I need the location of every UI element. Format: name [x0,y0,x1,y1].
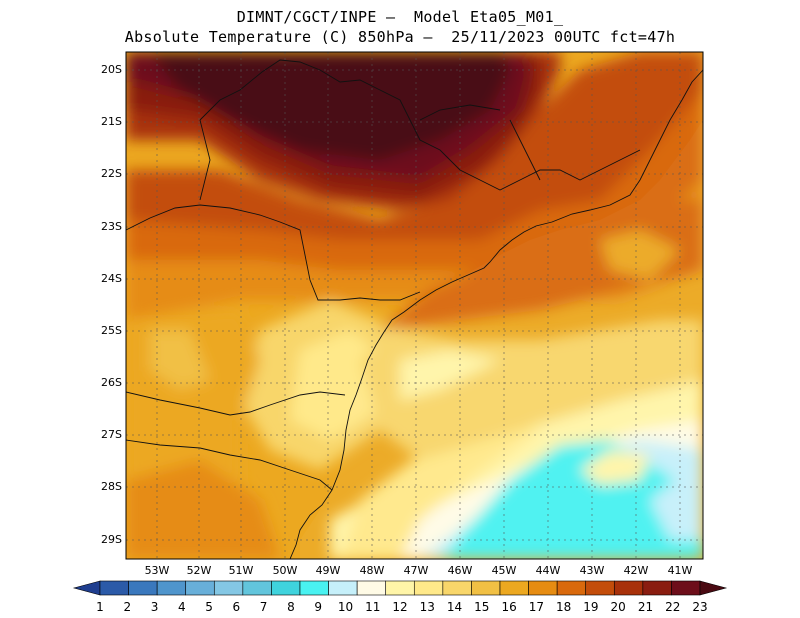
colorbar-label: 16 [501,600,517,614]
colorbar-swatch [585,580,615,596]
lat-label: 22S [101,167,122,180]
colorbar-label: 15 [474,600,490,614]
colorbar-swatch [528,580,558,596]
colorbar-label: 18 [555,600,572,614]
colorbar-swatch [413,580,444,596]
lon-label: 51W [228,564,254,577]
colorbar-arrow-high [699,580,728,596]
colorbar-label: 13 [419,600,435,614]
colorbar-label: 1 [96,600,104,614]
colorbar-swatch [185,580,215,596]
lon-label: 44W [535,564,561,577]
lat-label: 20S [101,63,122,76]
lat-label: 24S [101,272,122,285]
lon-label: 50W [272,564,298,577]
colorbar-swatch [356,580,387,596]
lon-label: 52W [186,564,212,577]
lon-label: 41W [667,564,693,577]
colorbar-swatch [99,580,129,596]
lon-label: 43W [579,564,605,577]
colorbar-label: 5 [205,600,213,614]
lon-label: 53W [144,564,170,577]
colorbar-label: 8 [287,600,295,614]
colorbar-swatch [242,580,272,596]
lon-label: 47W [403,564,429,577]
temperature-field [126,52,703,559]
lon-label: 42W [623,564,649,577]
colorbar-label: 6 [232,600,241,614]
colorbar-swatch [128,580,158,596]
colorbar-swatch [471,580,501,596]
map-frame [125,51,704,560]
colorbar-swatch [213,580,244,596]
colorbar-swatch [642,580,672,596]
lat-label: 25S [101,324,122,337]
colorbar-label: 19 [583,600,599,614]
colorbar-label: 10 [337,600,354,614]
lat-label: 26S [101,376,122,389]
title-line-2: Absolute Temperature (C) 850hPa — 25/11/… [124,28,676,46]
colorbar-label: 11 [365,600,381,614]
lon-label: 49W [315,564,341,577]
colorbar-swatch [156,580,187,596]
colorbar-label: 4 [177,600,186,614]
colorbar-label: 2 [123,600,132,614]
graticule [126,52,703,559]
colorbar-label: 21 [637,600,654,614]
colorbar-swatch [499,580,529,596]
colorbar-swatch [613,580,644,596]
colorbar-swatch [299,580,329,596]
colorbar-label: 23 [692,600,708,614]
colorbar-label: 7 [259,600,268,614]
colorbar-label: 3 [150,600,159,614]
lat-label: 27S [101,428,122,441]
colorbar-swatch [556,580,587,596]
lat-label: 28S [101,480,122,493]
lon-label: 48W [359,564,385,577]
colorbar-arrow-low [72,580,101,596]
colorbar-swatch [271,580,301,596]
colorbar-label: 9 [314,600,322,614]
colorbar-swatch [385,580,415,596]
colorbar-swatch [328,580,358,596]
lat-label: 29S [101,533,122,546]
colorbar-swatch [671,580,701,596]
colorbar-label: 22 [665,600,681,614]
colorbar-label: 14 [446,600,463,614]
colorbar-label: 17 [528,600,544,614]
colorbar-label: 20 [610,600,626,614]
lon-label: 45W [491,564,517,577]
colorbar [72,580,728,596]
coastlines-borders [126,59,703,559]
lat-label: 23S [101,220,122,233]
title-line-1: DIMNT/CGCT/INPE — Model Eta05_M01_ [236,8,564,26]
colorbar-swatch [442,580,472,596]
lon-label: 46W [447,564,473,577]
lat-label: 21S [101,115,122,128]
colorbar-label: 12 [392,600,408,614]
